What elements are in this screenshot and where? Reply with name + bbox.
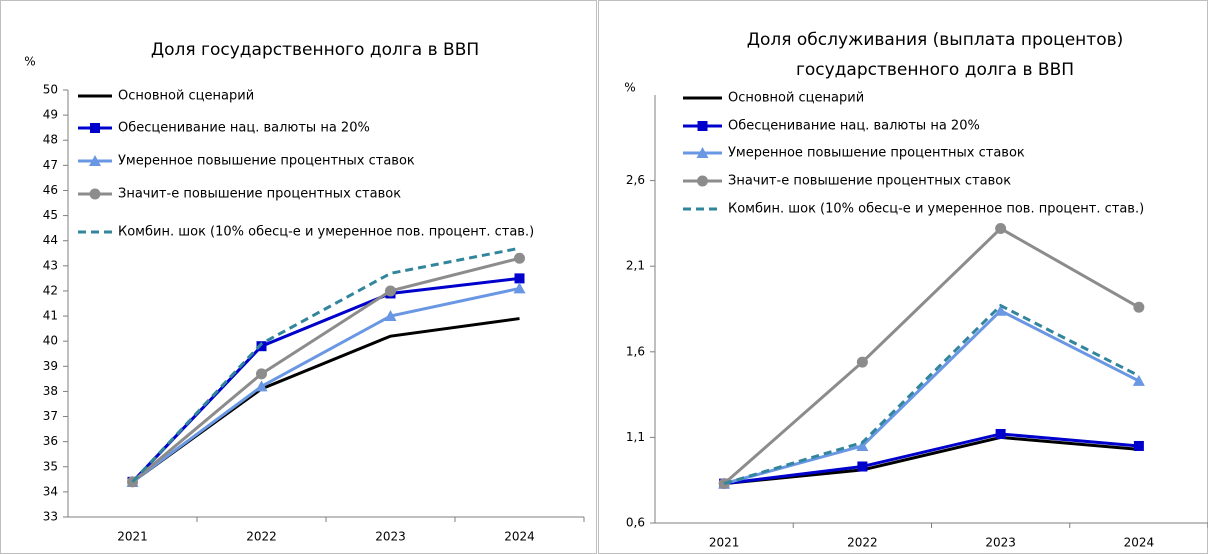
- marker: [856, 356, 868, 368]
- marker: [256, 368, 267, 380]
- series-line: [131, 256, 520, 483]
- marker: [255, 380, 268, 392]
- marker: [994, 304, 1007, 316]
- marker: [697, 175, 708, 187]
- y-tick-label: 0,6: [626, 516, 645, 530]
- series-line: [723, 432, 1140, 486]
- marker: [1133, 301, 1145, 313]
- series-line: [131, 246, 520, 483]
- chart-title: государственного долга в ВВП: [796, 60, 1074, 80]
- chart-title: Доля обслуживания (выплата процентов): [747, 30, 1124, 50]
- marker: [857, 461, 868, 472]
- y-tick-label: 37: [43, 409, 58, 423]
- marker: [514, 273, 525, 284]
- marker: [89, 155, 101, 166]
- chart-title: Доля государственного долга в ВВП: [151, 40, 479, 60]
- y-tick-label: 45: [43, 208, 58, 222]
- series-line: [131, 317, 520, 484]
- y-tick-label: 46: [43, 183, 58, 197]
- panel-border: [598, 0, 1208, 554]
- y-tick-label: 49: [43, 108, 58, 122]
- y-tick-label: 42: [43, 283, 58, 297]
- marker: [1132, 374, 1145, 386]
- x-tick-label: 2023: [985, 536, 1016, 550]
- y-tick-label: 2,1: [626, 259, 645, 273]
- x-tick-label: 2024: [1124, 536, 1155, 550]
- x-tick-label: 2023: [375, 530, 406, 544]
- y-tick-label: 38: [43, 384, 58, 398]
- y-axis-label: %: [624, 81, 635, 95]
- y-tick-label: 50: [43, 83, 58, 97]
- y-tick-label: 33: [43, 510, 58, 524]
- y-tick-label: 39: [43, 359, 58, 373]
- x-tick-label: 2022: [246, 530, 277, 544]
- x-tick-label: 2022: [847, 536, 878, 550]
- series-line: [723, 308, 1140, 486]
- y-tick-label: 43: [43, 258, 58, 272]
- marker: [995, 428, 1006, 439]
- marker: [89, 188, 101, 200]
- y-tick-label: 35: [43, 459, 58, 473]
- x-tick-label: 2024: [504, 530, 535, 544]
- y-tick-label: 41: [43, 309, 58, 323]
- y-tick-label: 44: [43, 233, 58, 247]
- series-line: [723, 226, 1140, 485]
- legend-label: Комбин. шок (10% обесц-е и умеренное пов…: [728, 202, 1144, 217]
- y-tick-label: 36: [43, 434, 58, 448]
- legend-label: Умеренное повышение процентных ставок: [118, 154, 415, 169]
- y-tick-label: 1,1: [626, 430, 645, 444]
- x-tick-label: 2021: [117, 530, 148, 544]
- panel-border: [0, 0, 597, 554]
- marker: [696, 147, 709, 158]
- marker: [385, 285, 396, 297]
- x-tick-label: 2021: [709, 536, 740, 550]
- series-line: [131, 286, 520, 484]
- marker: [1133, 440, 1144, 451]
- marker: [90, 123, 100, 133]
- y-tick-label: 48: [43, 133, 58, 147]
- legend-label: Основной сценарий: [728, 91, 864, 106]
- y-tick-label: 40: [43, 334, 58, 348]
- y-axis-label: %: [24, 55, 35, 69]
- legend-label: Комбин. шок (10% обесц-е и умеренное пов…: [118, 225, 534, 240]
- series-line: [723, 435, 1140, 486]
- legend-label: Умеренное повышение процентных ставок: [728, 146, 1025, 161]
- y-tick-label: 34: [43, 484, 58, 498]
- marker: [513, 282, 526, 294]
- marker: [697, 121, 708, 131]
- marker: [856, 439, 869, 451]
- series-line: [723, 303, 1140, 486]
- legend-label: Основной сценарий: [118, 89, 254, 104]
- legend-label: Обесценивание нац. валюты на 20%: [118, 121, 370, 136]
- marker: [256, 341, 267, 352]
- marker: [514, 252, 525, 264]
- y-tick-label: 2,6: [626, 173, 645, 187]
- y-tick-label: 1,6: [626, 344, 645, 358]
- legend-label: Значит-е повышение процентных ставок: [728, 174, 1011, 189]
- marker: [384, 310, 397, 322]
- y-tick-label: 47: [43, 158, 58, 172]
- legend-label: Обесценивание нац. валюты на 20%: [728, 119, 980, 134]
- marker: [995, 223, 1007, 235]
- legend-label: Значит-е повышение процентных ставок: [118, 187, 401, 202]
